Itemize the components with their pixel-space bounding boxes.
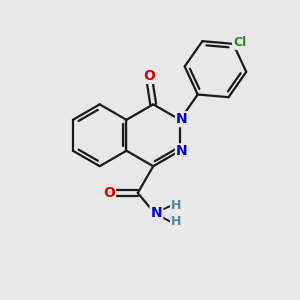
Text: O: O [143,69,155,83]
Text: Cl: Cl [233,36,246,49]
Text: N: N [176,112,188,126]
Text: N: N [176,144,188,158]
Text: H: H [171,215,181,228]
Text: H: H [171,199,181,212]
Text: O: O [103,186,115,200]
Text: N: N [151,206,162,220]
